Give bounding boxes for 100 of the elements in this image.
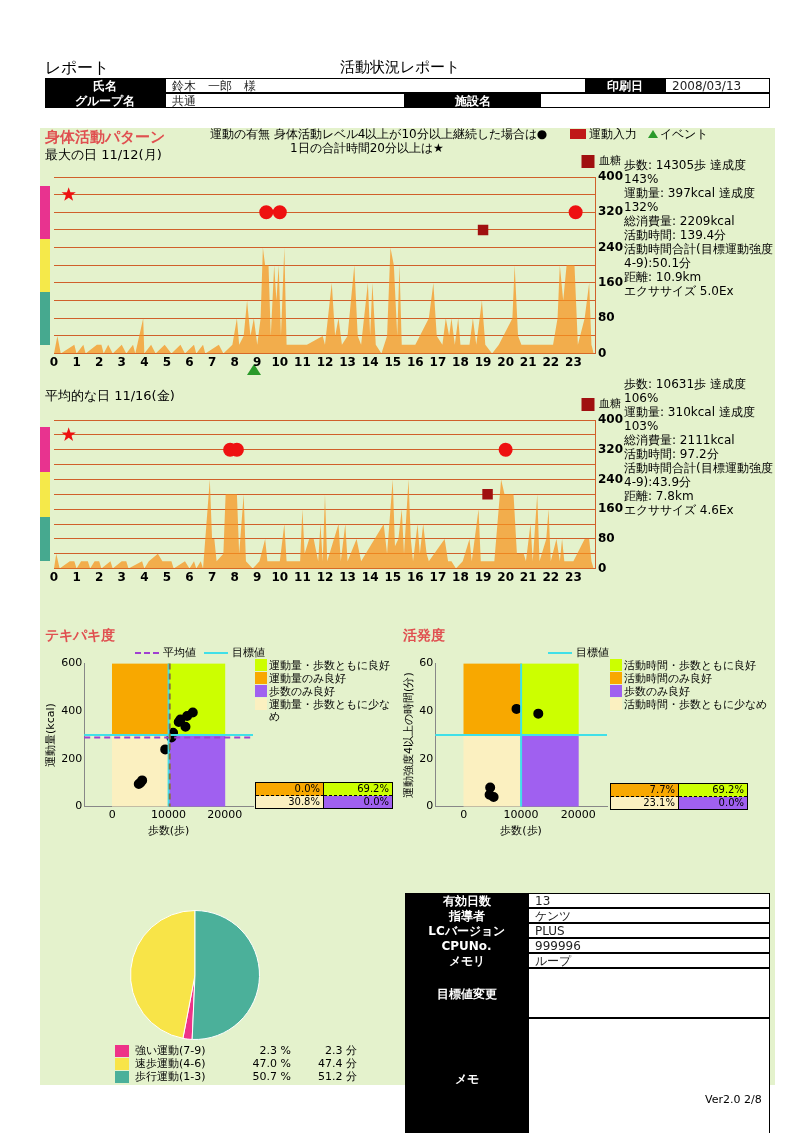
- y-tick-label: 160: [597, 501, 624, 516]
- legend-label: 歩数のみ良好: [269, 685, 335, 697]
- text: 運動量: 310kcal 達成度 103%: [624, 405, 756, 433]
- text: LCバージョン: [405, 923, 528, 938]
- text: 距離: 7.8km: [624, 489, 695, 503]
- x-tick-label: 21: [519, 354, 537, 369]
- text: 有効日数: [405, 893, 528, 908]
- text: 施設名: [405, 93, 540, 108]
- chart-title: 活発度: [403, 627, 445, 645]
- text: イベント: [660, 126, 708, 143]
- y-tick-label: 80: [597, 310, 615, 325]
- x-tick-label: 4: [140, 354, 149, 369]
- text: 鈴木 一郎 様: [172, 79, 256, 93]
- x-axis-title: 歩数(歩): [147, 824, 190, 838]
- text: 1日の合計時間20分以上は★: [290, 140, 444, 157]
- x-tick-label: 18: [452, 354, 469, 369]
- text: 印刷日: [585, 78, 665, 93]
- text: 13: [528, 893, 770, 908]
- text: 身体活動パターン: [45, 128, 165, 147]
- x-tick-label: 20000: [560, 808, 596, 822]
- legend-label: 目標値: [232, 645, 265, 660]
- legend-label: 強い運動(7-9): [135, 1044, 207, 1057]
- legend-label: 活動時間・歩数ともに少なめ: [624, 698, 767, 710]
- x-tick-label: 19: [474, 569, 492, 584]
- x-tick-label: 12: [316, 569, 334, 584]
- text: CPUNo.: [405, 938, 528, 953]
- text: 69.2%: [324, 783, 392, 796]
- x-tick-label: 20000: [207, 808, 243, 822]
- x-tick-label: 19: [474, 354, 492, 369]
- x-tick-label: 6: [185, 569, 194, 584]
- text: 歩数: 10631歩 達成度 106%: [624, 377, 747, 405]
- text: 0.0%: [256, 783, 324, 796]
- y-tick-label: 160: [597, 275, 624, 290]
- x-tick-label: 13: [339, 354, 356, 369]
- x-tick-label: 4: [140, 569, 149, 584]
- y-tick-label: 320: [597, 204, 624, 219]
- text: 2.3 分: [324, 1044, 357, 1057]
- text: 30.8%: [256, 796, 324, 808]
- x-tick-label: 2: [94, 569, 104, 584]
- x-tick-label: 20: [497, 354, 514, 369]
- x-tick-label: 16: [406, 569, 424, 584]
- x-tick-label: 1: [72, 354, 81, 369]
- y-tick-label: 240: [597, 239, 624, 254]
- text: グループ名: [45, 93, 165, 108]
- legend-label: 平均値: [163, 645, 196, 660]
- x-tick-label: 8: [230, 569, 239, 584]
- y-tick-label: 20: [419, 751, 434, 765]
- y-tick-label: 0: [75, 799, 83, 813]
- y-tick-label: 60: [419, 656, 434, 670]
- y-tick-label: 400: [597, 412, 624, 427]
- text: 総消費量: 2209kcal: [624, 214, 736, 228]
- x-tick-label: 8: [230, 354, 239, 369]
- text: 7.7%: [611, 784, 679, 797]
- x-tick-label: 3: [117, 569, 126, 584]
- legend-label: 運動量・歩数ともに良好: [269, 659, 390, 671]
- text: メモ: [405, 1018, 528, 1133]
- legend-label: 血糖: [599, 154, 621, 168]
- y-tick-label: 320: [597, 441, 624, 456]
- text: 歩数: 14305歩 達成度 143%: [624, 158, 747, 186]
- x-tick-label: 9: [253, 354, 262, 369]
- x-tick-label: 13: [339, 569, 356, 584]
- x-tick-label: 12: [316, 354, 334, 369]
- y-tick-label: 600: [61, 656, 83, 670]
- legend-label: 活動時間のみ良好: [624, 672, 712, 684]
- x-tick-label: 0: [49, 354, 59, 369]
- x-tick-label: 14: [361, 569, 379, 584]
- chart-title: 最大の日 11/12(月): [45, 146, 162, 164]
- text: エクササイズ 5.0Ex: [624, 284, 735, 298]
- x-tick-label: 7: [207, 354, 217, 369]
- x-tick-label: 1: [72, 569, 81, 584]
- text: 総消費量: 2111kcal: [624, 433, 736, 447]
- text: 運動入力: [589, 126, 637, 143]
- text: 2008/03/13: [665, 78, 770, 93]
- text: 0.0%: [679, 797, 747, 809]
- x-tick-label: 3: [117, 354, 126, 369]
- legend-label: 血糖: [599, 397, 621, 411]
- y-tick-label: 40: [419, 704, 434, 718]
- x-tick-label: 0: [108, 808, 116, 822]
- legend-label: 歩行運動(1-3): [135, 1070, 207, 1083]
- x-tick-label: 5: [162, 354, 172, 369]
- x-tick-label: 14: [361, 354, 379, 369]
- x-tick-label: 11: [294, 569, 311, 584]
- text: 0.0%: [324, 796, 392, 808]
- legend-label: 目標値: [576, 645, 609, 660]
- x-tick-label: 22: [542, 354, 560, 369]
- x-tick-label: 16: [406, 354, 424, 369]
- x-tick-label: 9: [253, 569, 262, 584]
- x-tick-label: 22: [542, 569, 560, 584]
- x-tick-label: 6: [185, 354, 194, 369]
- data-label: 2.3 %: [258, 1044, 291, 1057]
- text: 距離: 10.9km: [624, 270, 703, 284]
- text: 活動時間: 139.4分: [624, 228, 728, 242]
- x-tick-label: 10000: [503, 808, 539, 822]
- data-label: 50.7 %: [251, 1070, 291, 1083]
- y-tick-label: 0: [426, 799, 434, 813]
- x-axis-title: 歩数(歩): [500, 824, 542, 838]
- legend-label: 速歩運動(4-6): [135, 1057, 207, 1070]
- x-tick-label: 5: [162, 569, 172, 584]
- x-tick-label: 20: [497, 569, 514, 584]
- text: 69.2%: [679, 784, 747, 797]
